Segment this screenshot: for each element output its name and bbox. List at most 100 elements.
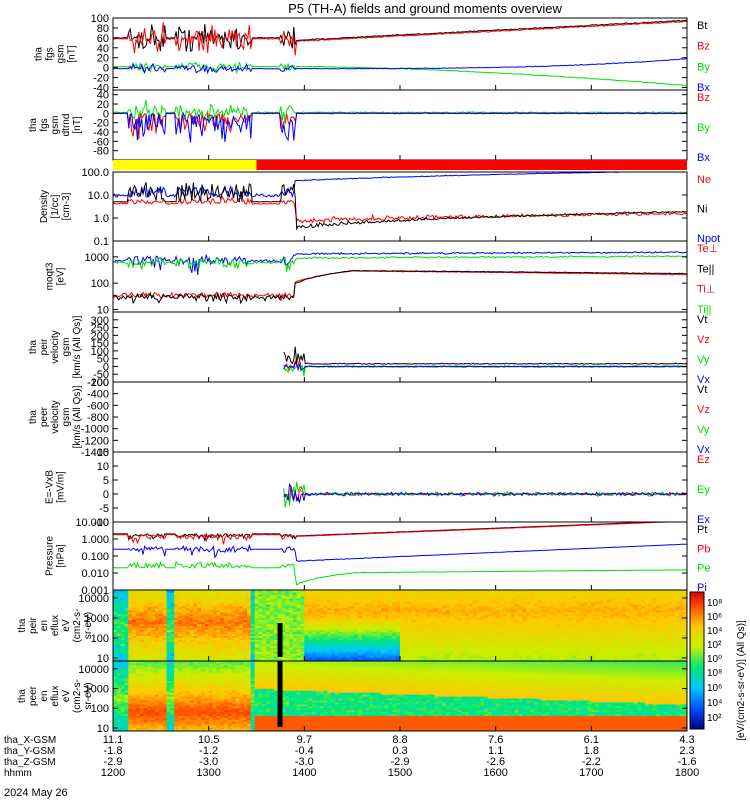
spectrogram-cell [350,633,355,636]
y-tick-label: 80 [97,23,109,35]
spectrogram-cell [415,651,420,654]
spectrogram-cell [193,621,198,625]
spectrogram-cell [235,601,240,605]
spectrogram-cell [315,651,321,654]
spectrogram-cell [315,599,321,603]
spectrogram-cell [292,659,298,661]
spectrogram-cell [606,619,612,623]
spectrogram-cell [587,605,592,609]
y-tick-label: 20 [97,99,109,111]
spectrogram-cell [396,659,401,661]
spectrogram-cell [392,611,397,615]
spectrogram-cell [560,641,566,644]
spectrogram-cell [289,595,294,599]
spectrogram-cell [166,619,171,623]
spectrogram-cell [357,641,363,644]
spectrogram-cell [281,657,286,660]
spectrogram-cell [116,647,122,650]
spectrogram-cell [124,625,129,629]
spectrogram-cell [170,625,175,629]
spectrogram-cell [319,609,325,613]
spectrogram-cell [243,609,248,613]
spectrogram-cell [419,605,424,609]
spectrogram-cell [426,649,432,652]
spectrogram-cell [277,617,282,621]
spectrogram-cell [243,653,248,656]
spectrogram-cell [235,643,240,646]
spectrogram-cell [273,625,279,629]
spectrogram-cell [545,639,550,642]
spectrogram-cell [472,623,478,627]
spectrogram-cell [438,637,443,640]
spectrogram-cell [419,631,424,634]
spectrogram-cell [174,605,179,609]
spectrogram-cell [338,593,344,597]
spectrogram-cell [549,625,554,629]
spectrogram-cell [357,615,363,619]
spectrogram-cell [556,629,562,633]
spectrogram-cell [262,659,267,661]
spectrogram-cell [308,647,313,650]
spectrogram-cell [227,615,233,619]
spectrogram-cell [576,617,581,621]
spectrogram-cell [503,599,508,603]
spectrogram-cell [503,625,508,629]
spectrogram-cell [204,651,210,654]
spectrogram-cell [533,625,539,629]
spectrogram-cell [591,647,596,650]
spectrogram-cell [334,645,340,648]
spectrogram-cell [354,611,359,615]
spectrogram-cell [281,623,286,627]
spectrogram-cell [568,611,573,615]
spectrogram-cell [181,633,187,636]
spectrogram-cell [465,609,470,613]
spectrogram-cell [422,639,428,642]
spectrogram-cell [583,643,589,646]
spectrogram-cell [595,613,600,617]
spectrogram-cell [227,655,233,658]
spectrogram-cell [595,653,600,656]
spectrogram-cell [277,619,282,623]
spectrogram-cell [158,647,164,650]
spectrogram-cell [380,621,386,625]
spectrogram-cell [113,621,118,625]
spectrogram-cell [357,621,363,625]
spectrogram-cell [212,601,217,605]
spectrogram-cell [549,590,554,593]
spectrogram-cell [602,609,608,613]
spectrogram-cell [235,655,240,658]
spectrogram-cell [354,627,359,631]
spectrogram-cell [392,621,397,625]
spectrogram-cell [610,639,615,642]
spectrogram-cell [285,631,290,634]
spectrogram-cell [132,593,137,597]
spectrogram-cell [384,619,390,623]
spectrogram-cell [499,603,504,607]
spectrogram-cell [595,645,600,648]
spectrogram-cell [170,627,175,631]
spectrogram-cell [166,631,171,634]
spectrogram-cell [281,603,286,607]
spectrogram-cell [461,631,466,634]
spectrogram-cell [491,655,497,658]
spectrogram-cell [380,653,386,656]
spectrogram-cell [422,599,428,603]
spectrogram-cell [488,633,493,636]
spectrogram-cell [403,599,409,603]
spectrogram-cell [415,635,420,638]
spectrogram-cell [124,591,129,595]
spectrogram-cell [595,649,600,652]
spectrogram-cell [606,639,612,642]
spectrogram-cell [419,613,424,617]
spectrogram-cell [583,623,589,627]
spectrogram-cell [143,601,149,605]
spectrogram-cell [262,597,267,601]
spectrogram-cell [212,641,217,644]
spectrogram-cell [579,613,585,617]
spectrogram-cell [526,591,531,595]
spectrogram-cell [338,597,344,601]
spectrogram-cell [212,651,217,654]
spectrogram-cell [572,635,577,638]
spectrogram-cell [193,603,198,607]
spectrogram-cell [128,639,133,642]
